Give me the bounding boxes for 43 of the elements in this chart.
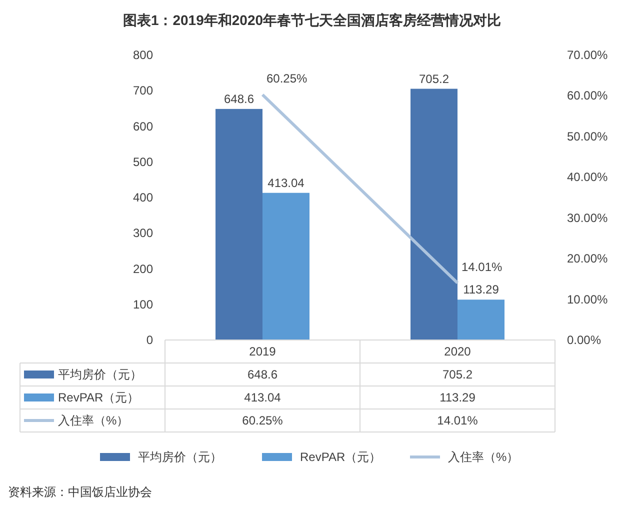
text: 60.25% xyxy=(266,72,308,86)
y2-tick-label: 0.00% xyxy=(567,333,602,347)
text: 14.01% xyxy=(462,260,502,274)
y-tick-label: 100 xyxy=(132,297,154,312)
text: 平均房价（元） xyxy=(138,450,222,464)
legend-label: RevPAR（元） xyxy=(300,450,382,464)
bar xyxy=(216,108,262,340)
y2-tick-label: 30.00% xyxy=(567,210,608,225)
legend-label: 平均房价（元） xyxy=(58,368,142,382)
bar xyxy=(262,192,310,340)
y-tick-label: 500 xyxy=(132,154,154,169)
text: 资料来源：中国饭店业协会 xyxy=(8,485,152,499)
y-tick-label: 800 xyxy=(132,48,154,62)
x-tick-label: 2020 xyxy=(444,344,472,358)
data-label: 705.2 xyxy=(442,368,473,382)
legend-label: 入住率（%） xyxy=(448,450,519,464)
y2-tick-label: 10.00% xyxy=(567,292,608,306)
x-tick-label: 2019 xyxy=(249,344,276,358)
text: 413.04 xyxy=(268,176,304,190)
y-tick-label: 300 xyxy=(132,226,154,240)
data-label: 113.29 xyxy=(440,390,476,404)
data-label: 14.01% xyxy=(437,414,478,428)
text: 113.29 xyxy=(463,282,499,297)
text: 入住率（%） xyxy=(58,414,129,428)
chart-title: 图表1：2019年和2020年春节七天全国酒店客房经营情况对比 xyxy=(122,12,502,28)
y-tick-label: 700 xyxy=(132,84,154,98)
y-tick-label: 0 xyxy=(146,333,154,347)
y2-tick-label: 60.00% xyxy=(567,88,608,103)
y2-tick-label: 70.00% xyxy=(567,48,608,62)
data-label: 413.04 xyxy=(244,390,282,404)
y2-tick-label: 40.00% xyxy=(567,170,608,184)
bar xyxy=(458,300,504,340)
text: RevPAR（元） xyxy=(58,390,140,404)
text: 648.6 xyxy=(224,92,254,106)
y2-tick-label: 20.00% xyxy=(567,252,608,266)
y-tick-label: 600 xyxy=(132,119,154,134)
y-tick-label: 400 xyxy=(132,190,154,204)
data-label: 60.25% xyxy=(242,414,284,428)
y-tick-label: 200 xyxy=(132,262,154,276)
text: 705.2 xyxy=(418,72,450,86)
data-label: 648.6 xyxy=(247,368,278,382)
bar xyxy=(410,88,458,340)
y2-tick-label: 50.00% xyxy=(567,129,608,144)
